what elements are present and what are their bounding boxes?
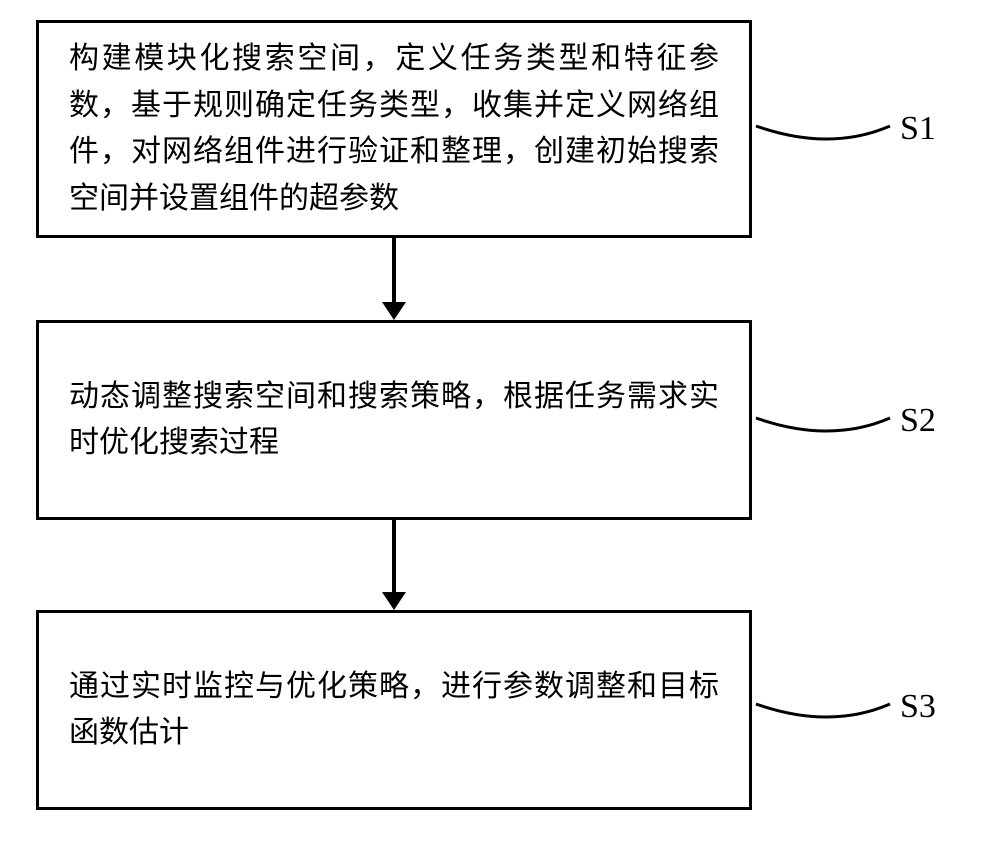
- flowchart-container: 构建模块化搜索空间，定义任务类型和特征参数，基于规则确定任务类型，收集并定义网络…: [0, 0, 1000, 856]
- flow-label-s3: S3: [900, 688, 936, 726]
- lead-line-s3: [0, 0, 1000, 856]
